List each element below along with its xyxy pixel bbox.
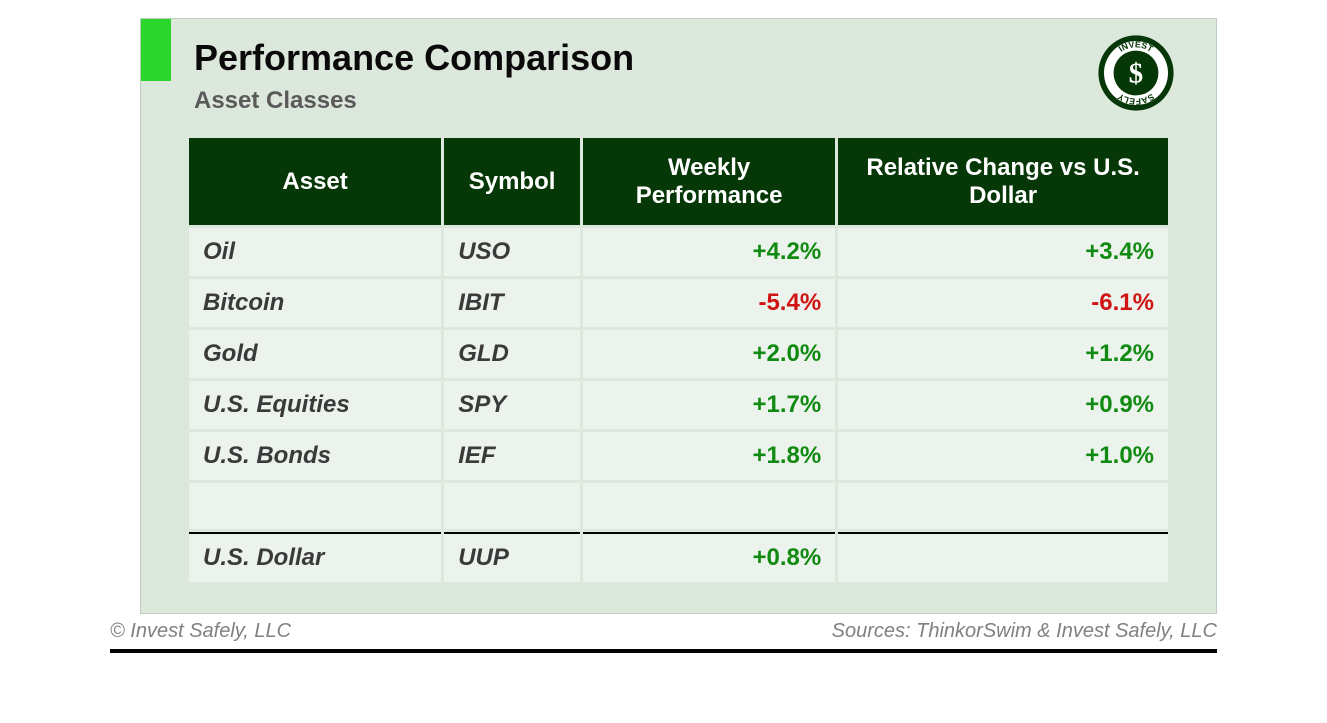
performance-table: Asset Symbol Weekly Performance Relative… bbox=[186, 135, 1171, 585]
logo-dollar-icon: $ bbox=[1129, 58, 1143, 90]
table-row: U.S. EquitiesSPY+1.7%+0.9% bbox=[189, 381, 1168, 429]
cell-symbol: USO bbox=[444, 228, 580, 276]
invest-safely-logo: INVEST SAFELY $ bbox=[1096, 33, 1176, 113]
table-row: GoldGLD+2.0%+1.2% bbox=[189, 330, 1168, 378]
cell-asset: U.S. Dollar bbox=[189, 532, 441, 582]
cell-relative bbox=[838, 483, 1168, 529]
logo-icon: INVEST SAFELY $ bbox=[1096, 33, 1176, 113]
table-row: U.S. BondsIEF+1.8%+1.0% bbox=[189, 432, 1168, 480]
cell-asset: Gold bbox=[189, 330, 441, 378]
cell-weekly: +2.0% bbox=[583, 330, 835, 378]
cell-weekly: -5.4% bbox=[583, 279, 835, 327]
footer-rule bbox=[110, 649, 1217, 653]
cell-symbol bbox=[444, 483, 580, 529]
cell-relative: +0.9% bbox=[838, 381, 1168, 429]
performance-card: INVEST SAFELY $ Performance Comparison A… bbox=[140, 18, 1217, 614]
cell-symbol: IBIT bbox=[444, 279, 580, 327]
cell-weekly: +0.8% bbox=[583, 532, 835, 582]
cell-weekly bbox=[583, 483, 835, 529]
cell-asset: Bitcoin bbox=[189, 279, 441, 327]
footer-sources: Sources: ThinkorSwim & Invest Safely, LL… bbox=[832, 620, 1217, 643]
col-asset: Asset bbox=[189, 138, 441, 225]
table-row: OilUSO+4.2%+3.4% bbox=[189, 228, 1168, 276]
cell-asset: U.S. Equities bbox=[189, 381, 441, 429]
cell-asset bbox=[189, 483, 441, 529]
cell-relative: +1.2% bbox=[838, 330, 1168, 378]
table-row bbox=[189, 483, 1168, 529]
col-symbol: Symbol bbox=[444, 138, 580, 225]
accent-bar bbox=[141, 19, 171, 81]
cell-asset: Oil bbox=[189, 228, 441, 276]
footer-copyright: © Invest Safely, LLC bbox=[110, 620, 291, 643]
cell-symbol: IEF bbox=[444, 432, 580, 480]
cell-asset: U.S. Bonds bbox=[189, 432, 441, 480]
card-title: Performance Comparison bbox=[194, 37, 1171, 79]
cell-weekly: +4.2% bbox=[583, 228, 835, 276]
footer: © Invest Safely, LLC Sources: ThinkorSwi… bbox=[110, 620, 1217, 647]
cell-symbol: UUP bbox=[444, 532, 580, 582]
cell-relative: -6.1% bbox=[838, 279, 1168, 327]
table-header-row: Asset Symbol Weekly Performance Relative… bbox=[189, 138, 1168, 225]
table-row: U.S. DollarUUP+0.8% bbox=[189, 532, 1168, 582]
cell-weekly: +1.8% bbox=[583, 432, 835, 480]
cell-relative: +1.0% bbox=[838, 432, 1168, 480]
table-row: BitcoinIBIT-5.4%-6.1% bbox=[189, 279, 1168, 327]
cell-symbol: SPY bbox=[444, 381, 580, 429]
col-relative: Relative Change vs U.S. Dollar bbox=[838, 138, 1168, 225]
card-subtitle: Asset Classes bbox=[194, 87, 1171, 115]
col-weekly: Weekly Performance bbox=[583, 138, 835, 225]
cell-symbol: GLD bbox=[444, 330, 580, 378]
cell-weekly: +1.7% bbox=[583, 381, 835, 429]
cell-relative bbox=[838, 532, 1168, 582]
cell-relative: +3.4% bbox=[838, 228, 1168, 276]
